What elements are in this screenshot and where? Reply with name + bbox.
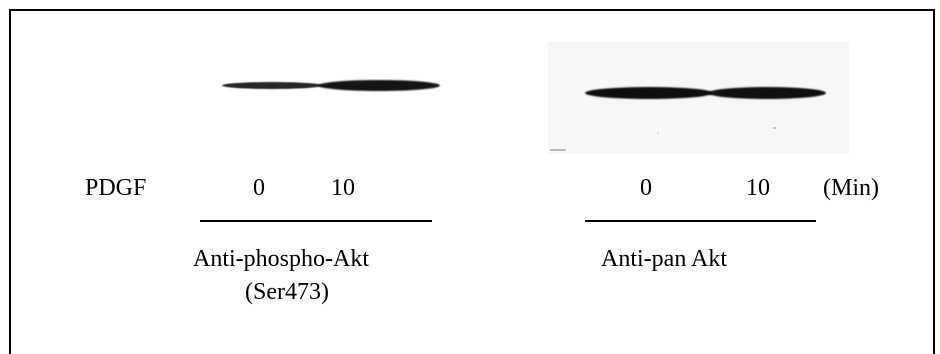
pan-akt-band-10min [708,87,826,99]
left-lane-label-10: 10 [331,175,355,201]
treatment-label: PDGF [85,175,147,201]
left-antibody-sublabel: (Ser473) [245,279,329,305]
right-panel-rule [585,220,816,222]
figure-frame [9,9,935,354]
right-lane-label-0: 0 [640,175,652,201]
left-lane-label-0: 0 [253,175,265,201]
phospho-akt-band-0min [222,82,322,89]
phospho-akt-band-10min [318,80,440,91]
pan-akt-band-0min [585,87,713,99]
right-lane-label-10: 10 [746,175,770,201]
time-unit-label: (Min) [823,175,879,201]
left-panel-rule [200,220,432,222]
blot-artifact [657,132,659,134]
blot-artifact [773,127,776,129]
right-antibody-label: Anti-pan Akt [601,246,727,272]
left-antibody-label: Anti-phospho-Akt [193,246,369,272]
blot-artifact [550,149,566,151]
pan-akt-blot-background [548,42,849,154]
